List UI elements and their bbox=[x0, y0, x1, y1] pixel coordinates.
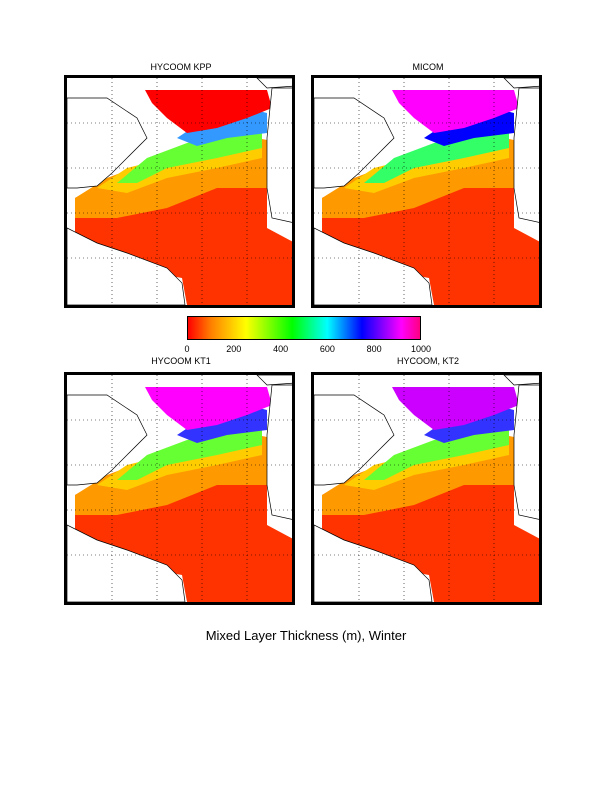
map-panel-hycom-kt2 bbox=[311, 372, 542, 605]
colorbar-tick-label: 200 bbox=[226, 344, 242, 354]
gulf-stream-band bbox=[364, 128, 509, 183]
colorbar-tick-label: 800 bbox=[366, 344, 382, 354]
greenland-land bbox=[503, 375, 539, 386]
colorbar-tick-label: 400 bbox=[273, 344, 289, 354]
map-panel-micom bbox=[311, 75, 542, 308]
colorbar-tick-label: 0 bbox=[184, 344, 190, 354]
labrador-sea-field bbox=[392, 387, 519, 430]
north-america-land bbox=[314, 394, 395, 486]
colorbar-tick-label: 1000 bbox=[410, 344, 432, 354]
gulf-stream-band bbox=[364, 425, 509, 480]
europe-africa-land bbox=[266, 87, 292, 223]
colorbar-tick-label: 600 bbox=[319, 344, 335, 354]
ocean-map bbox=[67, 375, 292, 602]
gulf-stream-band bbox=[117, 425, 262, 480]
ocean-map bbox=[314, 375, 539, 602]
greenland-land bbox=[256, 375, 292, 386]
south-america-land bbox=[67, 524, 186, 602]
labrador-sea-field bbox=[145, 387, 272, 430]
map-panel-hycom-kpp bbox=[64, 75, 295, 308]
panel-title-hycom-kt1: HYCOOM KT1 bbox=[151, 356, 211, 366]
south-america-land bbox=[314, 524, 433, 602]
greenland-land bbox=[256, 78, 292, 89]
map-panel-hycom-kt1 bbox=[64, 372, 295, 605]
panel-title-micom: MICOM bbox=[412, 62, 444, 72]
north-america-land bbox=[67, 394, 148, 486]
panel-title-hycom-kpp: HYCOOM KPP bbox=[150, 62, 212, 72]
greenland-land bbox=[503, 78, 539, 89]
europe-africa-land bbox=[266, 384, 292, 520]
north-america-land bbox=[314, 97, 395, 189]
gulf-stream-band bbox=[117, 128, 262, 183]
europe-africa-land bbox=[513, 384, 539, 520]
ocean-map bbox=[67, 78, 292, 305]
south-america-land bbox=[67, 227, 186, 305]
north-america-land bbox=[67, 97, 148, 189]
labrador-sea-field bbox=[145, 90, 272, 133]
south-america-land bbox=[314, 227, 433, 305]
ocean-map bbox=[314, 78, 539, 305]
panel-title-hycom-kt2: HYCOOM, KT2 bbox=[396, 356, 459, 366]
europe-africa-land bbox=[513, 87, 539, 223]
colorbar bbox=[187, 316, 421, 340]
labrador-sea-field bbox=[392, 90, 519, 133]
figure-caption: Mixed Layer Thickness (m), Winter bbox=[205, 628, 407, 643]
